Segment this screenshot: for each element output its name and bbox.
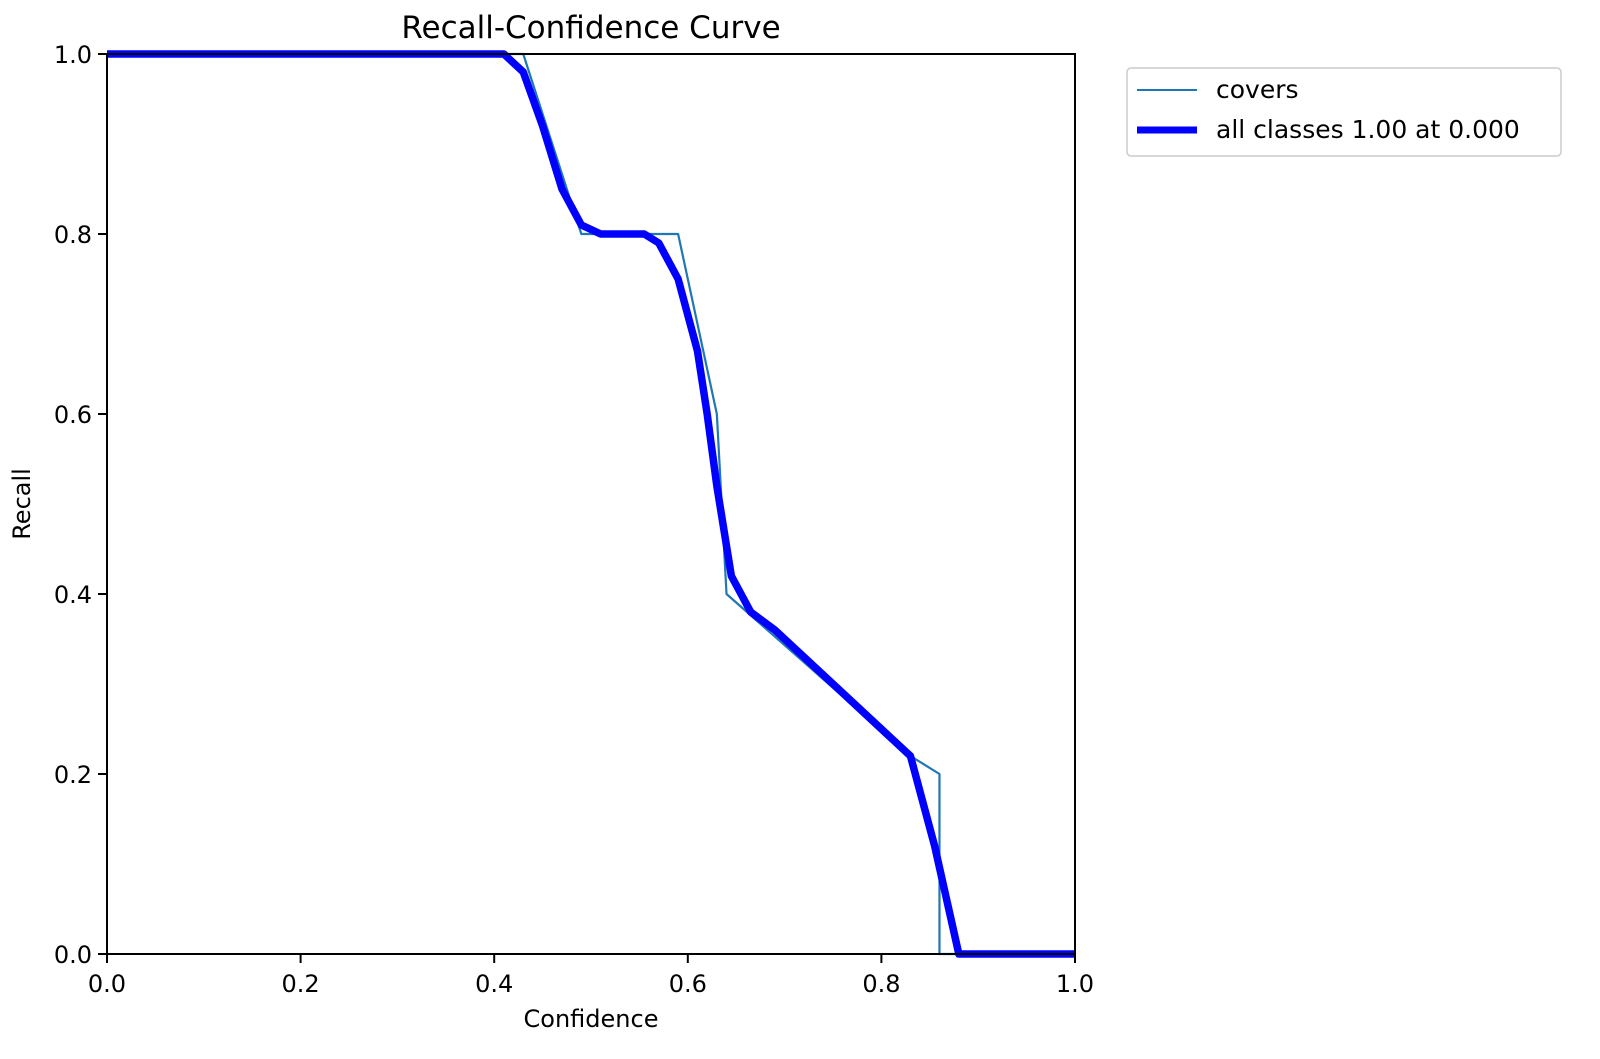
legend: covers all classes 1.00 at 0.000: [1126, 67, 1562, 157]
y-tick-label: 0.0: [54, 941, 92, 969]
x-tick-label: 0.2: [282, 970, 320, 998]
legend-label-all-classes: all classes 1.00 at 0.000: [1216, 115, 1520, 144]
x-tick-label: 0.4: [475, 970, 513, 998]
legend-label-covers: covers: [1216, 75, 1299, 104]
plot-frame: [106, 53, 1076, 955]
x-tick-label: 0.6: [669, 970, 707, 998]
x-tick-label: 0.8: [862, 970, 900, 998]
x-tick-label: 1.0: [1056, 970, 1094, 998]
series-layer: [107, 50, 1075, 958]
plot-area: [107, 54, 1075, 954]
y-tick-label: 1.0: [54, 41, 92, 69]
legend-box: [1126, 67, 1562, 157]
y-tick-label: 0.8: [54, 221, 92, 249]
y-axis-ticks: 0.0 0.2 0.4 0.6 0.8 1.0: [54, 41, 107, 969]
series-line-all-classes: [107, 50, 1075, 958]
y-tick-label: 0.6: [54, 401, 92, 429]
x-axis-ticks: 0.0 0.2 0.4 0.6 0.8 1.0: [88, 954, 1094, 998]
x-tick-label: 0.0: [88, 970, 126, 998]
y-axis-label: Recall: [8, 468, 36, 540]
x-axis-label: Confidence: [524, 1005, 659, 1033]
y-tick-label: 0.4: [54, 581, 92, 609]
y-tick-label: 0.2: [54, 761, 92, 789]
chart-title: Recall-Confidence Curve: [401, 10, 780, 46]
